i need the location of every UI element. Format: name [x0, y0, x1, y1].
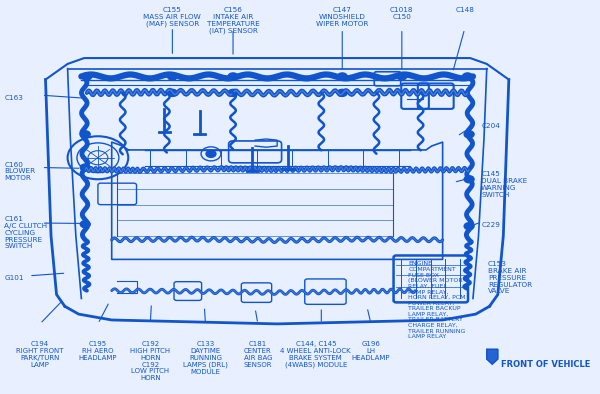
Circle shape	[397, 73, 407, 80]
Text: C133
DAYTIME
RUNNING
LAMPS (DRL)
MODULE: C133 DAYTIME RUNNING LAMPS (DRL) MODULE	[183, 342, 228, 375]
Text: C145
DUAL BRAKE
WARNING
SWITCH: C145 DUAL BRAKE WARNING SWITCH	[481, 171, 527, 198]
Text: G101: G101	[4, 275, 23, 281]
Circle shape	[206, 151, 216, 157]
Circle shape	[82, 73, 92, 80]
Circle shape	[228, 73, 238, 80]
Text: C155
MASS AIR FLOW
(MAF) SENSOR: C155 MASS AIR FLOW (MAF) SENSOR	[143, 7, 201, 27]
Circle shape	[80, 221, 90, 228]
Text: G196
LH
HEADLAMP: G196 LH HEADLAMP	[352, 342, 390, 361]
Text: C148: C148	[455, 7, 474, 13]
Circle shape	[167, 89, 178, 97]
Circle shape	[80, 164, 90, 171]
Text: ENGINE
COMPARTMENT
FUSE BOX
(BLOWER MOTOR
RELAY, FUEL
PUMP RELAY,
HORN RELAY, PC: ENGINE COMPARTMENT FUSE BOX (BLOWER MOTO…	[409, 261, 466, 339]
Circle shape	[464, 223, 474, 230]
Text: C161
A/C CLUTCH
CYCLING
PRESSURE
SWITCH: C161 A/C CLUTCH CYCLING PRESSURE SWITCH	[4, 216, 47, 249]
Text: C229: C229	[481, 222, 500, 228]
Circle shape	[228, 89, 238, 97]
Text: C156
INTAKE AIR
TEMPERATURE
(IAT) SENSOR: C156 INTAKE AIR TEMPERATURE (IAT) SENSOR	[206, 7, 259, 34]
Circle shape	[464, 176, 474, 183]
Text: FRONT OF VEHICLE: FRONT OF VEHICLE	[501, 360, 590, 369]
Text: C163: C163	[4, 95, 23, 101]
Text: C181
CENTER
AIR BAG
SENSOR: C181 CENTER AIR BAG SENSOR	[244, 342, 272, 368]
Text: C153
BRAKE AIR
PRESSURE
REGULATOR
VALVE: C153 BRAKE AIR PRESSURE REGULATOR VALVE	[488, 261, 532, 294]
Circle shape	[337, 73, 347, 80]
Text: C195
RH AERO
HEADLAMP: C195 RH AERO HEADLAMP	[79, 342, 117, 361]
Text: C204: C204	[481, 123, 500, 128]
Circle shape	[80, 131, 90, 138]
Circle shape	[464, 131, 474, 138]
Circle shape	[463, 73, 472, 80]
Circle shape	[167, 73, 178, 80]
Text: C194
RIGHT FRONT
PARK/TURN
LAMP: C194 RIGHT FRONT PARK/TURN LAMP	[16, 342, 64, 368]
Text: C1018
C150: C1018 C150	[390, 7, 413, 20]
Text: C144, C145
4 WHEEL ANTI-LOCK
BRAKE SYSTEM
(4WABS) MODULE: C144, C145 4 WHEEL ANTI-LOCK BRAKE SYSTE…	[280, 342, 351, 368]
Text: C192
HIGH PITCH
HORN
C192
LOW PITCH
HORN: C192 HIGH PITCH HORN C192 LOW PITCH HORN	[130, 342, 170, 381]
Text: C147
WINDSHIELD
WIPER MOTOR: C147 WINDSHIELD WIPER MOTOR	[316, 7, 368, 27]
Circle shape	[337, 89, 347, 97]
Text: C160
BLOWER
MOTOR: C160 BLOWER MOTOR	[4, 162, 35, 181]
Polygon shape	[487, 349, 498, 364]
